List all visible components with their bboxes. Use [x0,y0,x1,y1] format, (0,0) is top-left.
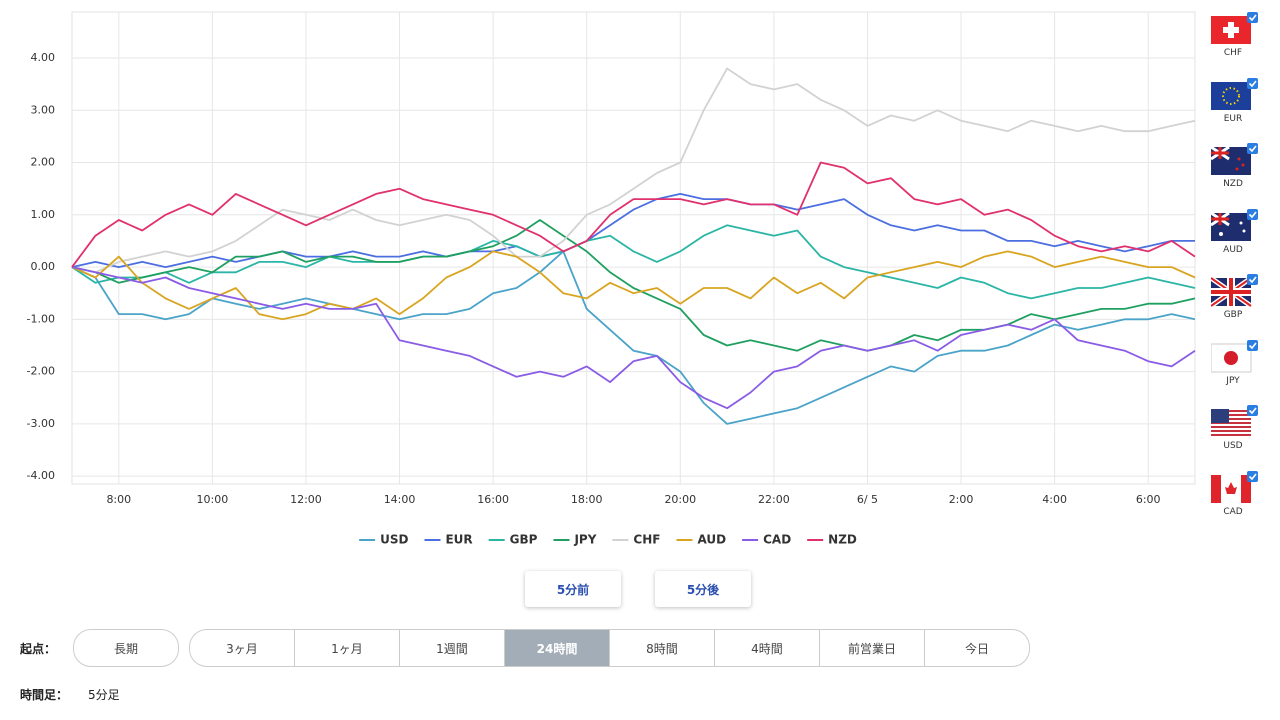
y-tick-label: -4.00 [27,469,55,482]
flag-toggle[interactable]: CAD [1207,467,1267,533]
timeframe-label: 時間足： [20,688,69,702]
x-tick-label: 14:00 [384,493,416,506]
series-line [71,250,1196,425]
flag-label: GBP [1223,310,1243,320]
y-tick-label: 3.00 [31,103,56,116]
next-button[interactable]: 5分後 [655,571,751,607]
range-button[interactable]: 長期 [113,641,138,656]
x-tick-label: 10:00 [197,493,229,506]
legend: USD EUR GBP JPY CHF AUD CAD NZD [359,533,857,547]
flag-label: AUD [1223,244,1243,255]
legend-label: CHF [633,533,660,547]
flag-label: EUR [1223,113,1243,124]
legend-label: USD [380,533,408,547]
x-tick-label: 8:00 [106,493,131,506]
x-tick-label: 2:00 [949,493,974,506]
flag-label: NZD [1223,179,1243,189]
y-tick-label: -3.00 [27,417,55,430]
flag-toggle[interactable]: EUR [1207,74,1267,140]
range-button[interactable]: 前営業日 [820,630,925,666]
range-button[interactable]: 今日 [964,641,989,656]
plot-border [71,11,1196,485]
y-tick-label: -1.00 [27,312,55,325]
range-button[interactable]: 3ヶ月 [190,630,295,666]
series-line [71,266,1196,410]
long-term-group: 長期 [73,629,179,667]
series-line [71,161,1196,268]
flag-toggle[interactable]: JPY [1207,336,1267,402]
range-button[interactable]: 4時間 [715,630,820,666]
flag-label: USD [1223,441,1243,451]
series-line [71,224,1196,300]
start-label: 起点： [20,642,57,656]
range-group: 3ヶ月 1ヶ月 1週間 24時間 8時間 4時間 前営業日 今日 [189,629,1030,667]
y-tick-label: 2.00 [31,156,56,169]
legend-label: CAD [763,533,791,547]
flag-icon [1211,274,1258,308]
series-line [71,67,1196,274]
x-tick-label: 16:00 [477,493,509,506]
x-tick-label: 20:00 [664,493,696,506]
legend-label: EUR [445,533,472,547]
x-tick-label: 22:00 [758,493,790,506]
series-line [71,219,1196,352]
range-button[interactable]: 24時間 [505,630,610,666]
flag-icon [1211,143,1258,175]
legend-label: JPY [573,533,596,547]
y-tick-label: -2.00 [27,365,55,378]
y-tick-label: 0.00 [31,260,56,273]
range-button[interactable]: 8時間 [610,630,715,666]
range-button[interactable]: 1ヶ月 [295,630,400,666]
legend-label: GBP [510,533,538,547]
legend-label: AUD [697,533,726,547]
flag-toggle[interactable]: NZD [1207,139,1267,205]
x-tick-label: 6/ 5 [857,493,878,506]
flag-label: CAD [1223,506,1243,517]
x-tick-label: 4:00 [1042,493,1067,506]
series-line [71,250,1196,321]
flag-panel: CHF EUR NZD AUD GBP JPY USD CAD [1207,8,1267,532]
prev-button[interactable]: 5分前 [525,571,621,607]
x-tick-label: 18:00 [571,493,603,506]
y-tick-label: 4.00 [31,51,56,64]
flag-toggle[interactable]: AUD [1207,205,1267,271]
chart: -4.00 -3.00 -2.00 -1.00 0.00 1.00 2.00 3.00 4.00… [27,11,1196,547]
flag-label: CHF [1223,48,1243,58]
flag-icon [1211,77,1258,110]
timeframe-value: 5分足 [88,688,120,702]
x-tick-label: 12:00 [290,493,322,506]
flag-icon [1211,405,1258,437]
flag-toggle[interactable]: GBP [1207,270,1267,336]
flag-icon [1211,470,1258,503]
flag-icon [1211,208,1258,241]
range-button[interactable]: 1週間 [400,630,505,666]
flag-label: JPY [1226,375,1240,386]
flag-icon [1211,339,1258,372]
flag-toggle[interactable]: CHF [1207,8,1267,74]
flag-toggle[interactable]: USD [1207,401,1267,467]
flag-icon [1211,12,1258,44]
x-tick-label: 6:00 [1136,493,1161,506]
y-tick-label: 1.00 [31,208,56,221]
legend-label: NZD [828,533,857,547]
